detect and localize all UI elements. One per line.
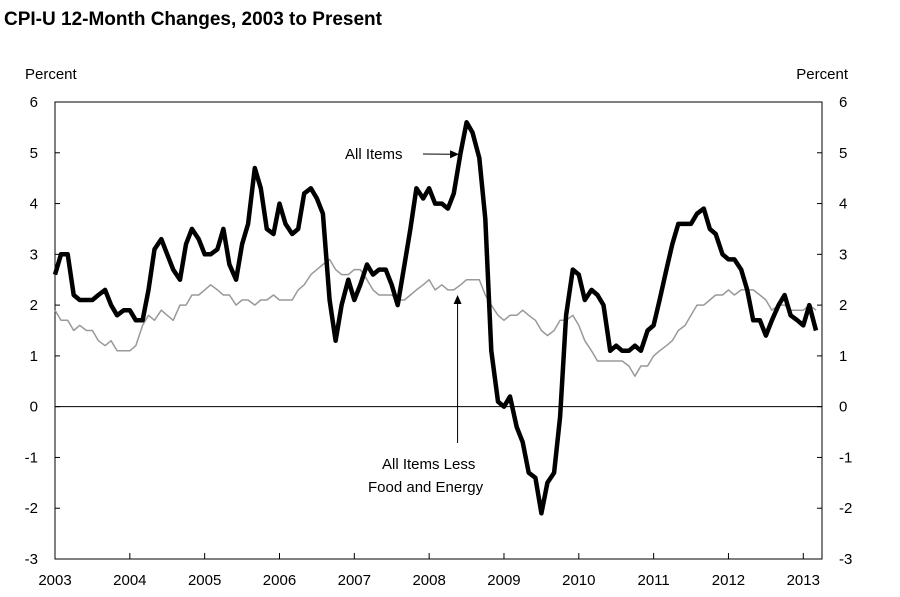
y-tick-label-right: -1 <box>839 449 852 466</box>
y-tick-label-right: 3 <box>839 246 847 263</box>
plot-area-frame <box>54 101 823 560</box>
y-tick-label-right: -2 <box>839 500 852 517</box>
x-tick-label: 2005 <box>188 572 221 589</box>
y-tick-label-left: -2 <box>25 500 38 517</box>
x-tick-labels: 2003 2004 2005 2006 2007 2008 2009 2010 2011 2012… <box>38 572 820 589</box>
y-tick-label-left: 6 <box>30 94 38 111</box>
annotation-all-items-arrowhead <box>450 150 460 159</box>
y-axis-label-right: Percent <box>796 66 849 83</box>
y-tick-label-right: 0 <box>839 399 847 416</box>
y-tick-labels: 6 6 5 5 4 4 3 3 2 2 1 1 0 0 -1 -1 -2 -2 -3 -3 <box>25 94 853 568</box>
x-tick-label: 2010 <box>562 572 595 589</box>
y-tick-label-right: 2 <box>839 297 847 314</box>
axis-ticks <box>54 101 822 560</box>
annotation-core-line-2: Food and Energy <box>368 479 484 496</box>
x-tick-label: 2007 <box>338 572 371 589</box>
annotation-core-line-1: All Items Less <box>382 456 475 473</box>
y-tick-label-left: 2 <box>30 297 38 314</box>
annotation-all-items: All Items <box>345 146 403 163</box>
y-tick-label-left: 1 <box>30 348 38 365</box>
series-line-core <box>54 258 817 377</box>
x-tick-label: 2012 <box>712 572 745 589</box>
y-tick-label-left: 3 <box>30 246 38 263</box>
y-tick-label-right: 6 <box>839 94 847 111</box>
y-tick-label-left: 0 <box>30 399 38 416</box>
annotations: All Items All Items Less Food and Energy <box>345 146 484 496</box>
x-tick-label: 2008 <box>412 572 445 589</box>
series-line-all-items <box>52 120 819 516</box>
x-tick-label: 2013 <box>787 572 820 589</box>
x-tick-label: 2009 <box>487 572 520 589</box>
y-tick-label-right: 5 <box>839 145 847 162</box>
x-tick-label: 2006 <box>263 572 296 589</box>
x-tick-label: 2003 <box>38 572 71 589</box>
y-axis-label-left: Percent <box>25 66 78 83</box>
x-tick-label: 2011 <box>638 572 670 589</box>
chart-title: CPI-U 12-Month Changes, 2003 to Present <box>4 9 383 30</box>
y-tick-label-right: 4 <box>839 196 847 213</box>
annotation-core-arrowhead <box>453 294 462 304</box>
y-tick-label-right: -3 <box>839 551 852 568</box>
y-tick-label-left: -1 <box>25 449 38 466</box>
y-tick-label-left: 4 <box>30 196 38 213</box>
y-tick-label-left: -3 <box>25 551 38 568</box>
y-tick-label-right: 1 <box>839 348 847 365</box>
y-tick-label-left: 5 <box>30 145 38 162</box>
x-tick-label: 2004 <box>113 572 146 589</box>
